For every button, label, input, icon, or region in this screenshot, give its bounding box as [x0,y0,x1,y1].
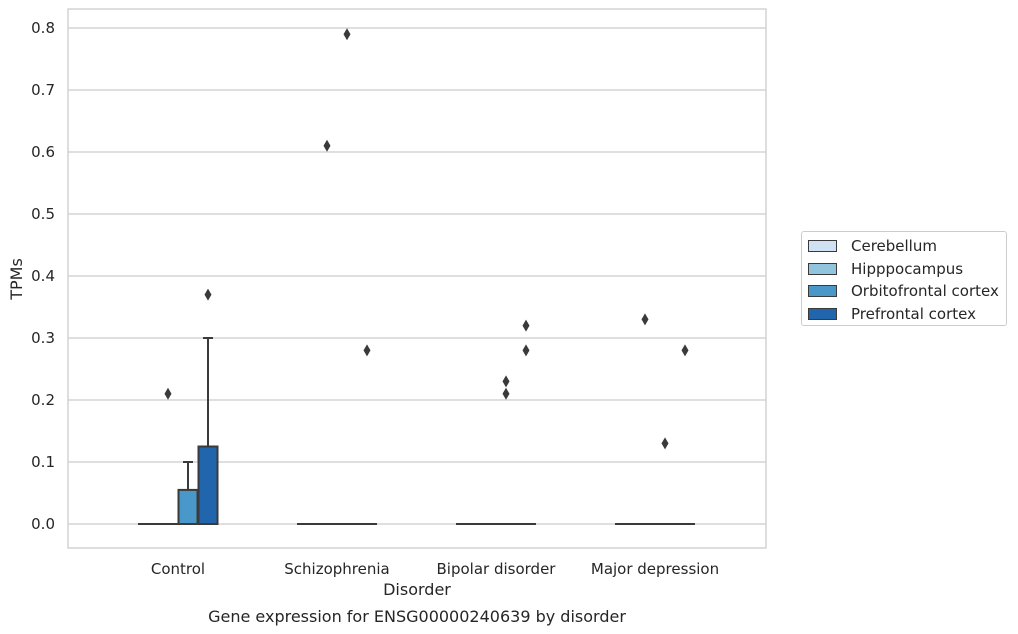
y-tick-label: 0.5 [31,205,55,223]
legend-swatch [808,240,837,253]
x-axis-label: Disorder [383,580,451,599]
legend-item: Orbitofrontal cortex [808,280,1006,303]
gridlines [68,27,766,525]
outlier-marker [502,375,510,388]
box-body [197,445,219,525]
y-tick-label: 0.0 [31,515,55,533]
chart-title: Gene expression for ENSG00000240639 by d… [208,607,626,626]
y-tick-label: 0.1 [31,453,55,471]
box-3-0 [197,337,219,525]
box-body [177,488,199,525]
outlier-marker [522,344,530,357]
legend-swatch [808,307,837,320]
y-axis-ticks: 0.0 0.1 0.2 0.3 0.4 0.5 0.6 0.7 0.8 [31,19,55,533]
plot-area-frame [67,8,767,549]
outlier-marker [641,313,649,326]
outlier-marker [522,319,530,332]
legend-item: Cerebellum [808,235,1006,258]
y-tick-label: 0.4 [31,267,55,285]
y-tick-label: 0.6 [31,143,55,161]
legend-item: Prefrontal cortex [808,303,1006,326]
box-2-0 [177,461,199,525]
outlier-marker [204,288,212,301]
outlier-marker [164,387,172,400]
x-axis-ticks: Control Schizophrenia Bipolar disorder Majo… [151,560,719,578]
outlier-marker [363,344,371,357]
legend-swatch [808,285,837,298]
x-tick-label: Major depression [591,560,719,578]
outlier-marker [502,387,510,400]
y-tick-label: 0.3 [31,329,55,347]
x-tick-label: Schizophrenia [284,560,389,578]
x-tick-label: Bipolar disorder [437,560,557,578]
y-tick-label: 0.8 [31,19,55,37]
y-axis-label: TPMs [7,258,26,301]
y-tick-label: 0.7 [31,81,55,99]
legend-item: Hipppocampus [808,258,1006,281]
legend-label: Prefrontal cortex [851,304,976,323]
outlier-marker [661,437,669,450]
y-tick-label: 0.2 [31,391,55,409]
outlier-marker [681,344,689,357]
legend-label: Cerebellum [851,237,937,256]
legend-swatch [808,262,837,275]
legend-label: Hipppocampus [851,259,964,278]
outlier-marker [323,139,331,152]
legend-label: Orbitofrontal cortex [851,282,999,301]
x-tick-label: Control [151,560,205,578]
outliers [164,28,689,450]
outlier-marker [343,28,351,41]
legend: Cerebellum Hipppocampus Orbitofrontal cort… [801,231,1007,326]
boxes [138,337,695,525]
